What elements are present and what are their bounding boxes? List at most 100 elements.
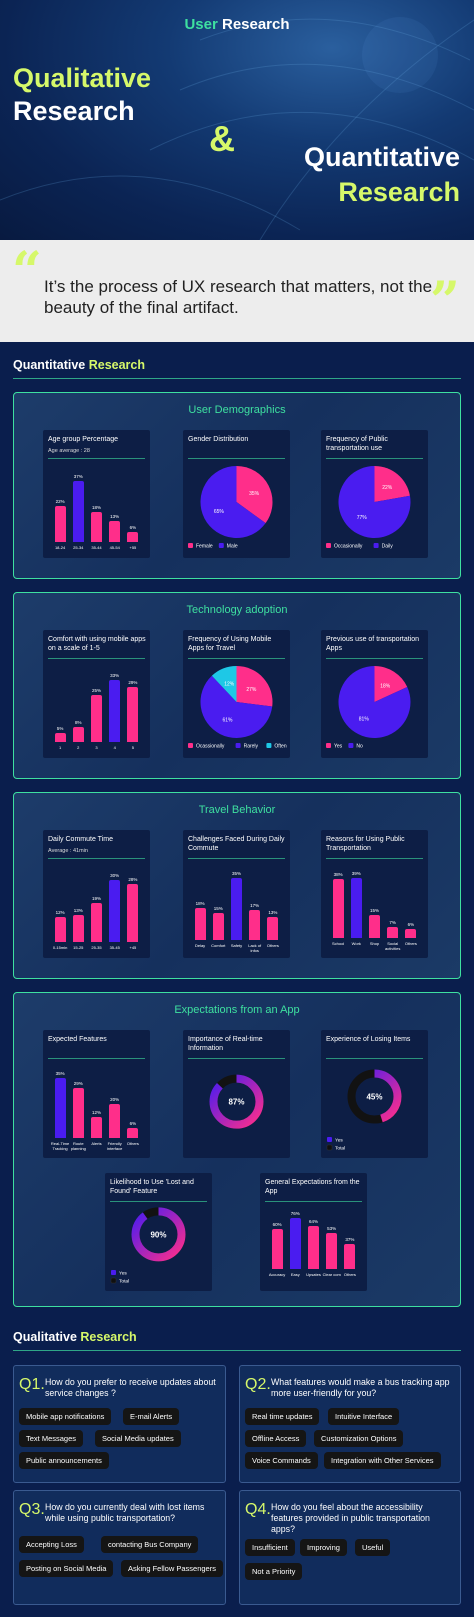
bar-category: 35-45 — [109, 945, 120, 950]
bar-value: 25% — [91, 687, 101, 693]
donut-value-arc — [347, 1069, 402, 1124]
bar-value: 19% — [91, 895, 101, 901]
answer-chip: Public announcements — [19, 1452, 109, 1469]
question-number: Q4. — [245, 1501, 271, 1518]
bar-value: 38% — [333, 872, 343, 878]
bar-value: 22% — [55, 498, 65, 504]
question-card-q3: Q3. How do you currently deal with lost … — [13, 1490, 226, 1605]
bar-category: Safety — [230, 943, 243, 948]
answer-chip: Customization Options — [314, 1430, 404, 1447]
legend-label: Rarely — [244, 744, 259, 750]
question-text: How do you prefer to receive updates abo… — [45, 1377, 216, 1398]
card-commute-time: Daily Commute Time Average : 41min 12% 0-… — [43, 830, 150, 958]
bar-value: 7% — [389, 920, 396, 926]
pie-label: 81% — [359, 717, 370, 723]
bar-category: Accuracy — [268, 1272, 286, 1277]
bar-category: Route planning — [70, 1141, 86, 1151]
bar-35-45 — [109, 880, 121, 942]
question-text: How do you feel about the accessibility … — [271, 1502, 430, 1534]
bar-value: 13% — [73, 908, 83, 914]
pie-label: 77% — [357, 515, 368, 521]
bar-value: 28% — [128, 877, 138, 883]
pie-slice-rarely — [200, 675, 273, 738]
donut-label: 87% — [228, 1098, 244, 1107]
card-title: Age group Percentage — [48, 436, 119, 443]
pie-label: 61% — [223, 718, 234, 724]
legend-swatch — [373, 543, 379, 548]
panel-title: User Demographics — [188, 404, 286, 416]
card-title: Frequency of Public transportation use — [326, 436, 388, 452]
bar-category: Others — [404, 941, 417, 946]
bar-value: 39% — [351, 870, 361, 876]
answer-chip: Mobile app notifications — [19, 1408, 112, 1425]
bar-Route planning — [72, 1088, 84, 1138]
bar-Upsates — [308, 1225, 319, 1269]
card-title: Daily Commute Time — [48, 836, 113, 843]
pie-slice-no — [338, 666, 411, 738]
bar-Others — [267, 916, 279, 940]
bar-value: 60% — [272, 1221, 282, 1227]
bar-category: Others — [126, 1141, 139, 1146]
card-challenges: Challenges Faced During Daily Commute 18… — [183, 830, 290, 958]
chart-frequency-apps: 27% 61% 12% Ocassionally Rarely Often — [188, 666, 287, 750]
bar-Alerts — [91, 1117, 102, 1138]
bar-category: Comfort — [211, 943, 226, 948]
donut-label: 90% — [150, 1230, 166, 1239]
bar-value: 13% — [268, 909, 278, 915]
question-card-q4: Q4. How do you feel about the accessibil… — [239, 1490, 461, 1605]
bar-2 — [72, 726, 84, 742]
legend-label: Often — [274, 744, 286, 750]
bar-category: 4 — [113, 745, 116, 750]
bar-category: Delay — [194, 943, 206, 948]
bar-value: 15% — [369, 907, 379, 913]
legend-swatch — [327, 1137, 332, 1142]
card-divider — [110, 1201, 207, 1202]
bar-value: 30% — [110, 873, 120, 879]
bar-value: 18% — [91, 505, 101, 511]
pie-label: 12% — [224, 682, 235, 688]
legend-label: Female — [196, 544, 213, 550]
bar-category: 25-35 — [91, 945, 102, 950]
bar-value: 29% — [128, 680, 138, 686]
pie-label: 18% — [380, 683, 391, 689]
bar-Shop — [369, 914, 380, 938]
bar-value: 12% — [91, 1110, 101, 1116]
card-realtime: Importance of Real-time Information 87% — [183, 1030, 290, 1158]
bar-value: 12% — [55, 910, 65, 916]
legend-label: Ocassionally — [196, 744, 225, 750]
legend-label: Occasionally — [334, 544, 363, 550]
bar-category: School — [331, 941, 345, 946]
bar-Others — [405, 928, 417, 938]
card-title: Experience of Losing Items — [326, 1036, 411, 1043]
bar-value: 5% — [56, 725, 64, 731]
legend-swatch — [218, 543, 224, 548]
donut-value-arc — [209, 1074, 264, 1129]
quote-text: It’s the process of UX research that mat… — [44, 277, 433, 317]
donut-value-arc — [131, 1207, 186, 1262]
bar-category: 45-54 — [109, 545, 120, 550]
bar-value: 35% — [55, 1070, 65, 1076]
bar-category: Work — [351, 941, 361, 946]
bar-0-15min — [54, 917, 66, 942]
bar-category: 0-15min — [52, 945, 68, 950]
pie-label: 27% — [246, 687, 257, 693]
bar-value: 37% — [345, 1237, 355, 1243]
bar-value: 6% — [129, 525, 137, 531]
question-number: Q3. — [19, 1501, 45, 1518]
bar-category: Alerts — [91, 1141, 102, 1146]
card-divider — [48, 1058, 145, 1059]
bar-35-44 — [91, 512, 102, 542]
bar-value: 18% — [195, 901, 205, 906]
bar-Comfort — [212, 913, 224, 940]
hero-ampersand: & — [209, 118, 235, 159]
legend-label: Male — [227, 544, 238, 550]
bar-category: 3 — [95, 745, 98, 750]
chart-lost-found: 90% Yes Total — [110, 1207, 186, 1285]
question-text: What features would make a bus tracking … — [271, 1377, 450, 1398]
hero-title-qualitative: Qualitative Research — [13, 63, 152, 126]
close-quote-icon: ” — [430, 271, 460, 332]
quantitative-section-title: Quantitative Research — [13, 358, 146, 372]
bar-category: Social activities — [385, 941, 401, 951]
answer-chip: Real time updates — [245, 1408, 320, 1425]
bar-value: 15% — [213, 906, 223, 912]
